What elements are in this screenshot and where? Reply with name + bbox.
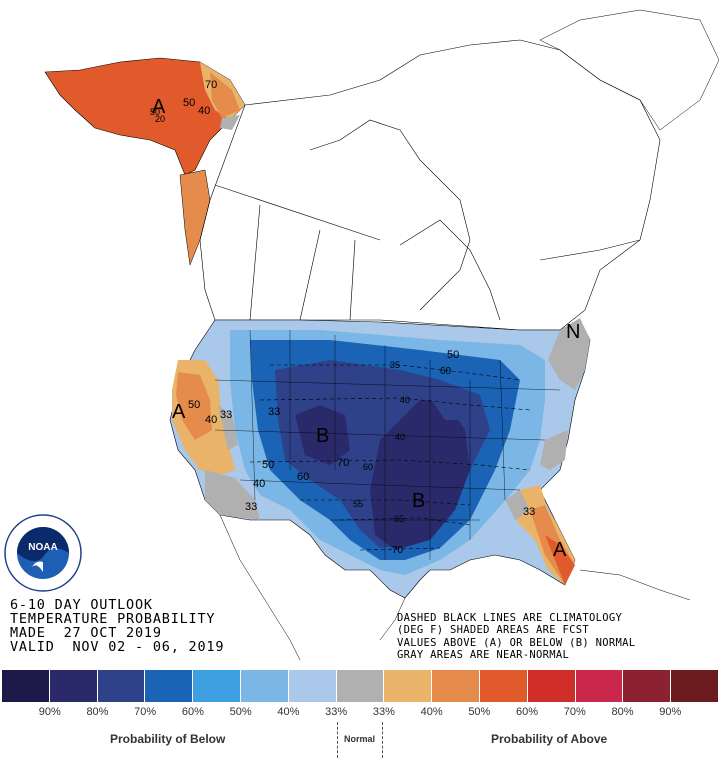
scale-swatch — [384, 670, 433, 702]
caption-normal: Normal — [344, 734, 376, 744]
scale-swatch — [145, 670, 194, 702]
title-line-4: VALID NOV 02 - 06, 2019 — [10, 639, 225, 655]
scale-tick-label: 60% — [516, 706, 539, 718]
scale-tick-label: 90% — [659, 706, 682, 718]
scale-swatch — [240, 670, 289, 702]
scale-swatch — [97, 670, 146, 702]
contour-label: 33 — [268, 406, 280, 418]
contour-labels: 70 50 40 50 40 33 33 35 40 50 60 70 50 6… — [150, 79, 535, 556]
forecast-title: 6-10 DAY OUTLOOK TEMPERATURE PROBABILITY M… — [10, 598, 224, 654]
scale-tick-label: 50% — [229, 706, 252, 718]
scale-swatch — [671, 670, 718, 702]
below-label-central: B — [412, 490, 425, 512]
caption-probability-above: Probability of Above — [491, 732, 608, 746]
probability-color-scale — [2, 670, 718, 702]
scale-swatch — [193, 670, 241, 702]
scale-tick-label: 70% — [134, 706, 157, 718]
contour-label: 33 — [220, 409, 232, 421]
above-label-alaska: A — [152, 96, 166, 118]
contour-label: 50 — [150, 107, 160, 117]
scale-divider-left — [337, 722, 338, 758]
scale-divider-right — [382, 722, 383, 758]
contour-label: 50 — [188, 399, 200, 411]
note-line-2: (DEG F) SHADED AREAS ARE FCST — [397, 624, 590, 637]
scale-tick-label: 80% — [86, 706, 109, 718]
contour-label: 55 — [353, 499, 363, 509]
caption-probability-below: Probability of Below — [110, 732, 226, 746]
contour-label: 60 — [440, 366, 452, 377]
canada-outline — [199, 39, 661, 331]
above-label-florida: A — [553, 539, 567, 561]
scale-tick-label: 33% — [372, 706, 395, 718]
above-label-west: A — [172, 401, 186, 423]
map-notes: DASHED BLACK LINES ARE CLIMATOLOGY (DEG F… — [397, 612, 635, 661]
probability-ticks: 90% 80% 70% 60% 50% 40% 33% 33% 40% 50% 60% 70% 80% 9… — [26, 706, 694, 722]
note-line-4: GRAY AREAS ARE NEAR-NORMAL — [397, 648, 570, 661]
title-line-1: 6-10 DAY OUTLOOK — [10, 597, 153, 613]
contour-label: 50 — [262, 459, 274, 471]
contour-label: 50 — [183, 97, 195, 109]
contour-label: 60 — [297, 471, 309, 483]
scale-tick-label: 40% — [277, 706, 300, 718]
note-line-3: VALUES ABOVE (A) OR BELOW (B) NORMAL — [397, 636, 636, 649]
noaa-logo-text: NOAA — [28, 542, 57, 553]
scale-tick-label: 60% — [181, 706, 204, 718]
contour-label: 40 — [253, 478, 265, 490]
scale-swatch — [2, 670, 50, 702]
contour-label: 60 — [363, 462, 373, 472]
contour-label: 70 — [392, 545, 404, 556]
conus-region — [169, 318, 591, 599]
scale-tick-label: 33% — [325, 706, 348, 718]
climatology-lines — [249, 364, 531, 551]
contour-label: 40 — [205, 414, 217, 426]
scale-tick-label: 50% — [468, 706, 491, 718]
state-lines — [214, 329, 561, 560]
contour-label: 33 — [245, 501, 257, 513]
contour-label: 35 — [390, 360, 400, 370]
scale-tick-label: 80% — [611, 706, 634, 718]
contour-label: 50 — [447, 349, 459, 361]
scale-swatch — [479, 670, 528, 702]
contour-label: 33 — [523, 506, 535, 518]
scale-tick-label: 40% — [420, 706, 443, 718]
contour-label: 65 — [394, 514, 404, 524]
scale-swatch — [288, 670, 337, 702]
scale-tick-label: 90% — [38, 706, 61, 718]
contour-label: 40 — [400, 395, 410, 405]
scale-tick-label: 70% — [563, 706, 586, 718]
other-outlines — [219, 9, 719, 661]
anomaly-labels: A A A B B N — [152, 96, 580, 561]
title-line-3: MADE 27 OCT 2019 — [10, 625, 162, 641]
scale-swatch — [623, 670, 672, 702]
below-label-rockies: B — [316, 425, 329, 447]
noaa-logo: NOAA — [4, 514, 82, 592]
scale-swatch — [575, 670, 624, 702]
scale-swatch — [336, 670, 385, 702]
forecast-map: 70 50 40 50 40 33 33 35 40 50 60 70 50 6… — [44, 9, 719, 661]
scale-swatch — [432, 670, 480, 702]
alaska-region — [44, 57, 246, 266]
scale-swatch — [527, 670, 576, 702]
contour-label: 20 — [155, 114, 165, 124]
contour-label: 70 — [205, 79, 217, 91]
note-line-1: DASHED BLACK LINES ARE CLIMATOLOGY — [397, 612, 623, 624]
title-line-2: TEMPERATURE PROBABILITY — [10, 611, 216, 627]
scale-swatch — [49, 670, 98, 702]
normal-label-northeast: N — [566, 321, 580, 343]
contour-label: 70 — [337, 457, 349, 469]
contour-label: 40 — [198, 105, 210, 117]
contour-label: 40 — [395, 432, 405, 442]
